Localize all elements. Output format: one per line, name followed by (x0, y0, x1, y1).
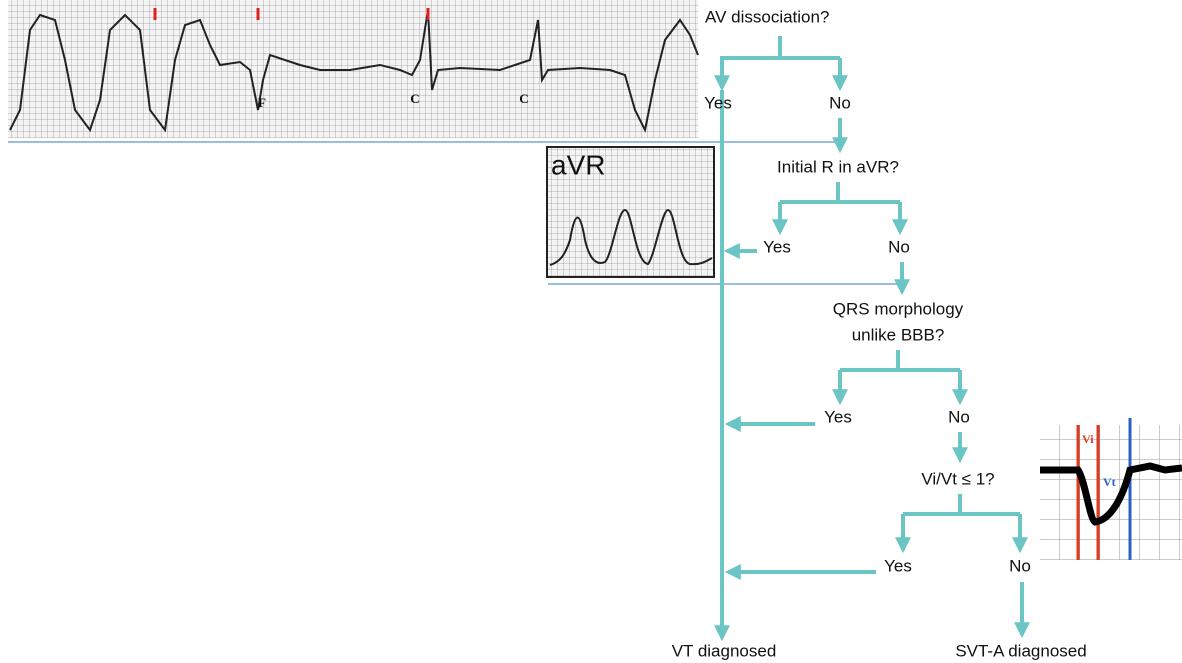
question: AV dissociation? (705, 7, 829, 26)
flow-arrows (714, 36, 1030, 642)
question: Vi/Vt ≤ 1? (921, 469, 994, 488)
no-label: No (1009, 556, 1031, 575)
outcome: SVT-A diagnosed (955, 641, 1086, 660)
avr-image: aVR (546, 146, 715, 278)
question: unlike BBB? (852, 325, 945, 344)
ecg-label: C (410, 91, 419, 106)
question: Initial R in aVR? (777, 157, 899, 176)
ecg-label: C (519, 91, 528, 106)
vt-label: Vt (1103, 475, 1116, 489)
yes-label: Yes (704, 93, 732, 112)
yes-label: Yes (824, 407, 852, 426)
yes-label: Yes (763, 237, 791, 256)
vi-label: Vi (1082, 432, 1094, 446)
outcome: VT diagnosed (672, 641, 777, 660)
no-label: No (888, 237, 910, 256)
question: QRS morphology (833, 299, 964, 318)
no-label: No (948, 407, 970, 426)
yes-label: Yes (884, 556, 912, 575)
vivt-image: Vi Vt (1040, 418, 1182, 560)
ecg-strip: F C C (8, 0, 699, 138)
ecg-label: F (258, 95, 266, 110)
avr-label: aVR (551, 149, 605, 180)
no-label: No (829, 93, 851, 112)
